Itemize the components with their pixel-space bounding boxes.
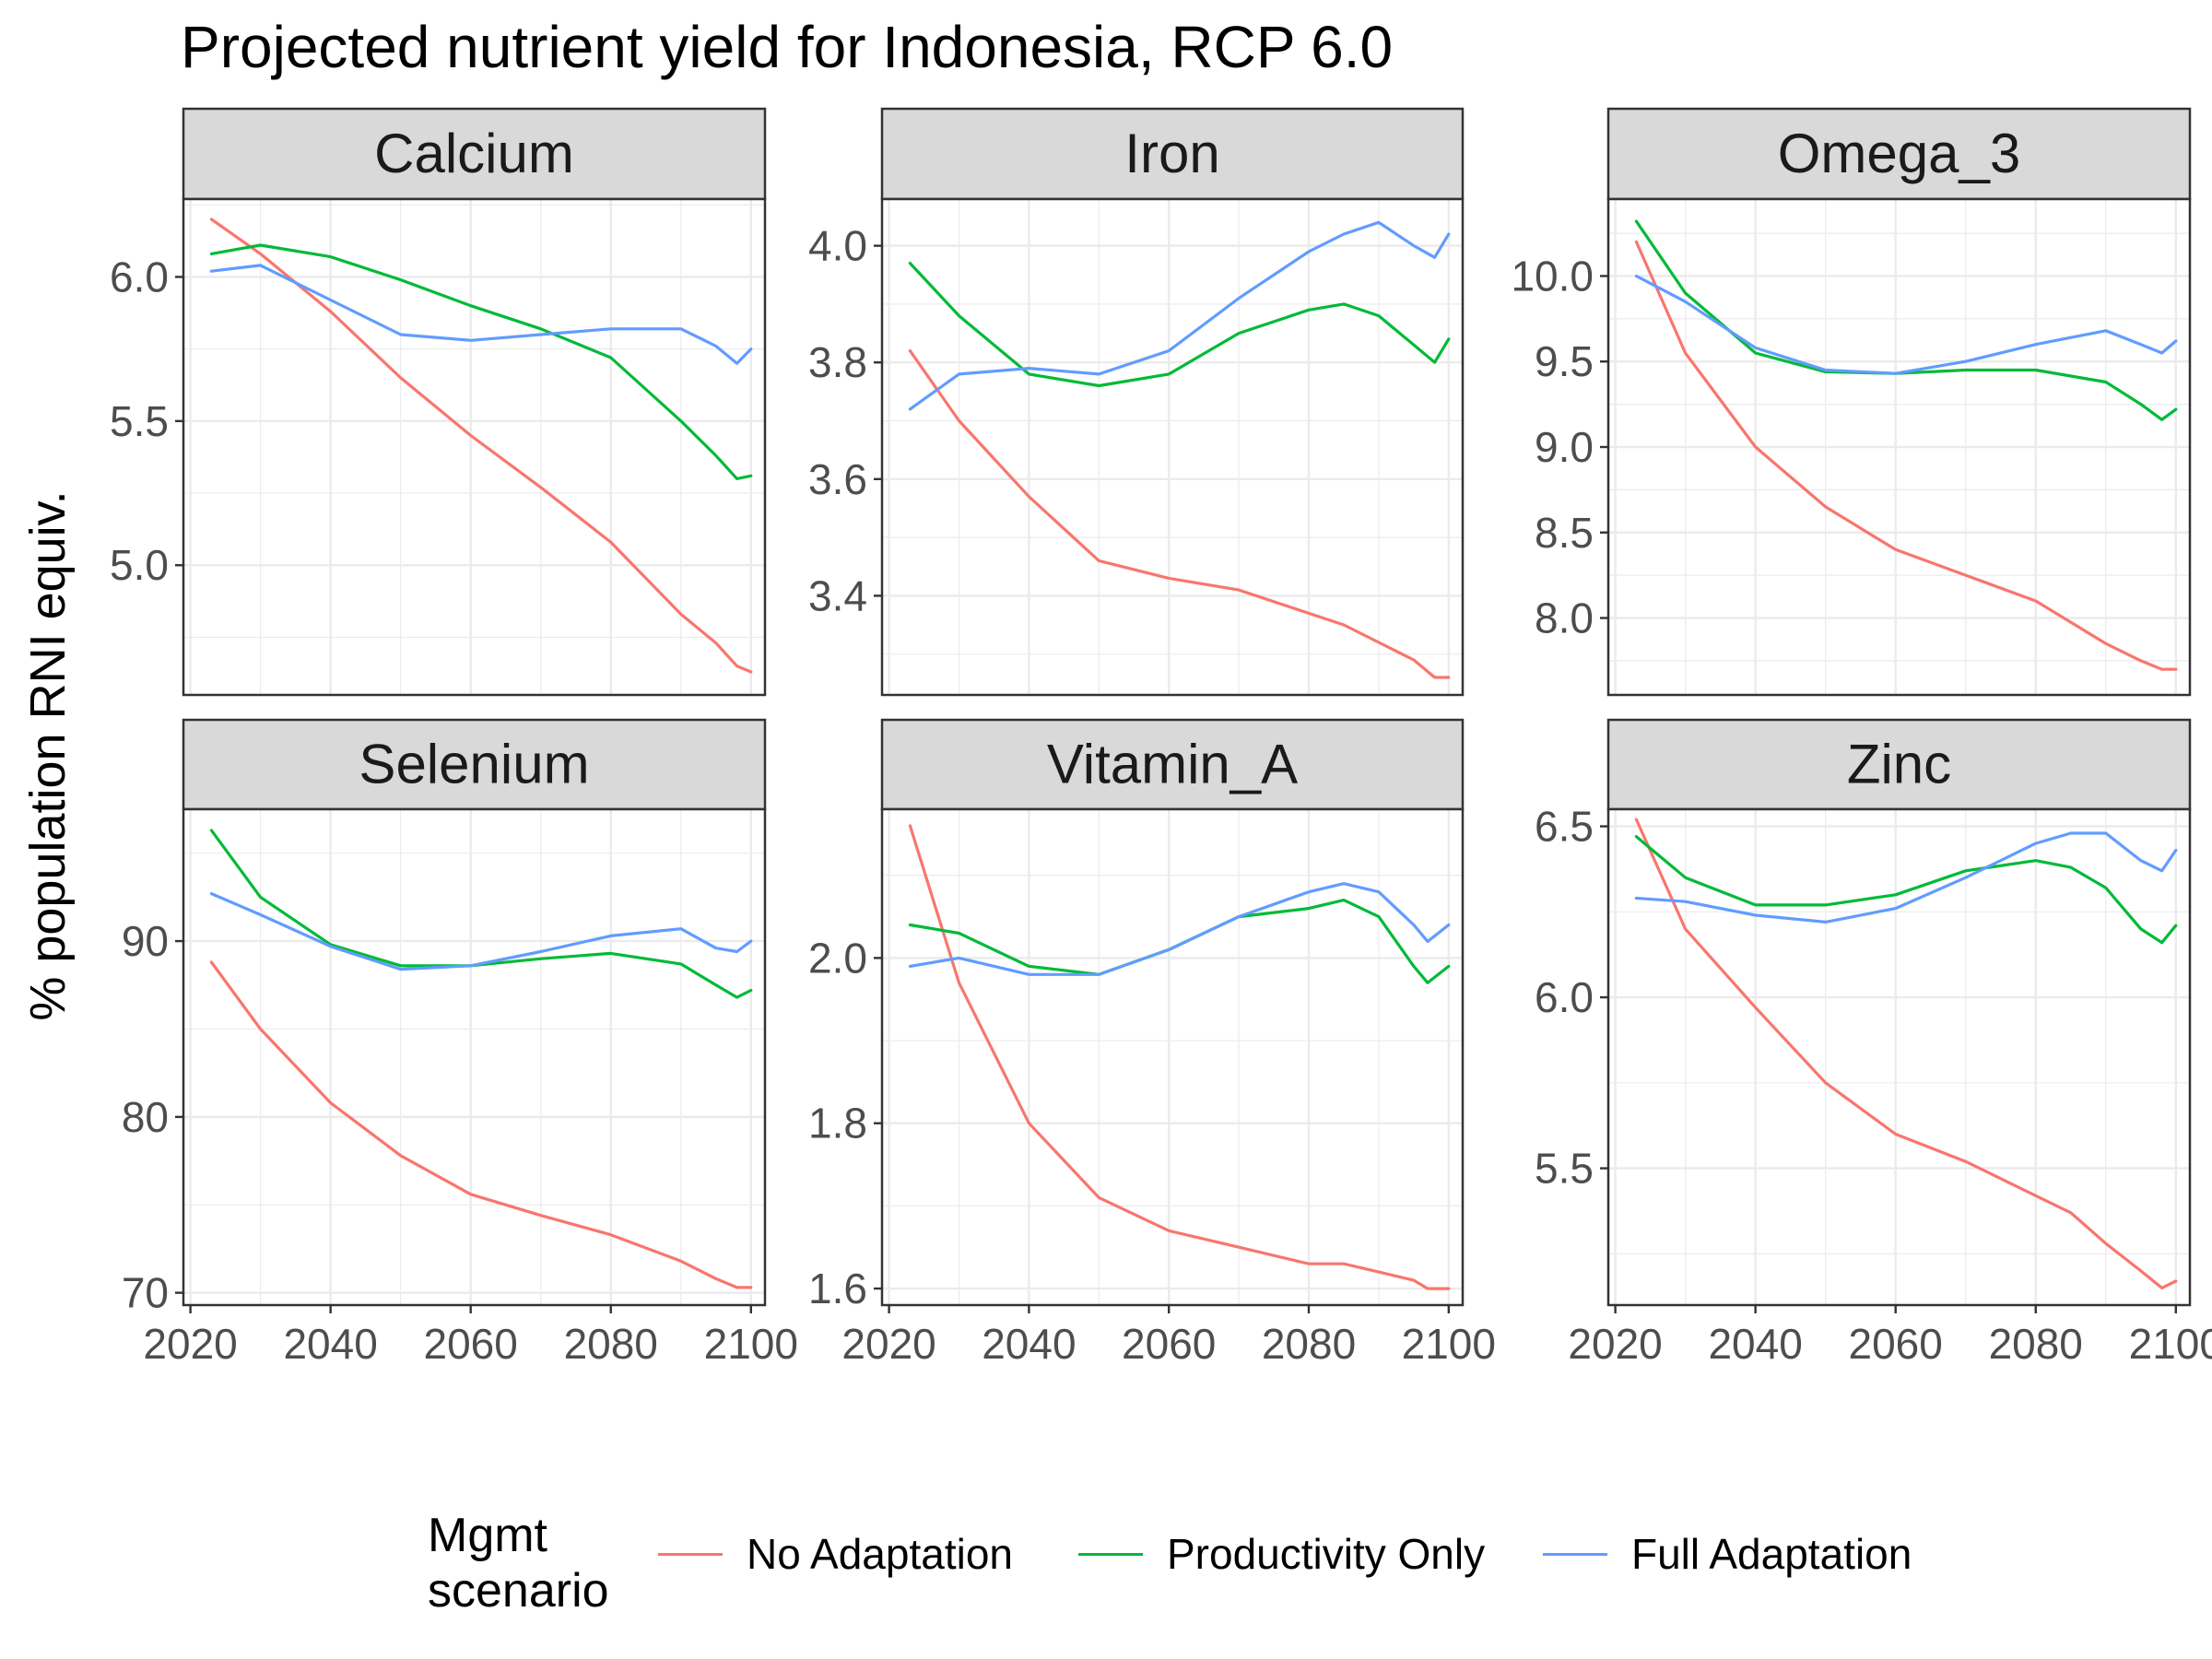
x-tick-label: 2020 <box>1568 1320 1662 1368</box>
panel-calcium: Calcium 5.0 5.5 6.0 <box>110 107 767 697</box>
legend-label-no-adaptation: No Adaptation <box>747 1530 1014 1578</box>
panel-border <box>182 807 767 1307</box>
x-tick-label: 2020 <box>841 1320 935 1368</box>
series-line-full-adaptation <box>1634 831 2178 924</box>
y-tick-label: 9.5 <box>1535 337 1594 385</box>
series-line-full-adaptation <box>209 891 753 971</box>
panel-border <box>880 807 1465 1307</box>
legend-key-full-adaptation <box>1543 1552 1607 1556</box>
legend-item-productivity-only: Productivity Only <box>1078 1526 1485 1582</box>
facet-strip-label: Selenium <box>359 734 589 795</box>
y-tick-label: 9.0 <box>1535 423 1594 471</box>
x-tick-label: 2040 <box>1708 1320 1802 1368</box>
y-tick-label: 2.0 <box>808 934 867 982</box>
facet-strip <box>1606 107 2192 201</box>
y-tick-label: 6.0 <box>110 253 169 300</box>
legend-key-productivity-only <box>1078 1552 1143 1556</box>
y-tick-label: 5.0 <box>110 541 169 589</box>
facet-strip-label: Omega_3 <box>1778 123 2021 184</box>
y-tick-label: 1.8 <box>808 1100 867 1147</box>
panel-background <box>183 809 765 1305</box>
y-tick-label: 5.5 <box>1535 1145 1594 1193</box>
legend: Mgmt scenario No Adaptation Productivity… <box>428 1504 1994 1624</box>
series-line-productivity-only <box>908 898 1451 984</box>
legend-title: Mgmt scenario <box>428 1509 609 1618</box>
legend-item-no-adaptation: No Adaptation <box>658 1526 1013 1582</box>
facet-strip-label: Calcium <box>374 123 574 184</box>
x-tick-label: 2100 <box>704 1320 798 1368</box>
x-tick-label: 2060 <box>1849 1320 1943 1368</box>
x-tick-label: 2080 <box>1262 1320 1356 1368</box>
x-tick-label: 2100 <box>2129 1320 2212 1368</box>
y-tick-label: 70 <box>122 1269 169 1317</box>
y-tick-label: 3.4 <box>808 571 867 619</box>
series-line-full-adaptation <box>1634 274 2178 375</box>
facet-strip-label: Vitamin_A <box>1047 734 1298 795</box>
panel-background <box>882 809 1463 1305</box>
series-line-full-adaptation <box>209 264 753 365</box>
y-tick-label: 3.6 <box>808 455 867 503</box>
panel-iron: Iron 3.4 3.6 3.8 4.0 <box>808 107 1465 697</box>
series-line-no-adaptation <box>1634 240 2178 671</box>
x-tick-label: 2060 <box>424 1320 518 1368</box>
panel-zinc: Zinc 5.5 6.0 6.5 2020 2040 2060 2080 2100 <box>1535 718 2212 1368</box>
facet-strip <box>880 718 1465 811</box>
facet-strip-label: Zinc <box>1847 734 1951 795</box>
panel-omega-3: Omega_3 8.0 8.5 9.0 9.5 10.0 <box>1511 107 2192 697</box>
panel-background <box>1608 809 2190 1305</box>
legend-label-productivity-only: Productivity Only <box>1167 1530 1486 1578</box>
panel-background <box>882 199 1463 695</box>
y-tick-label: 5.5 <box>110 397 169 445</box>
facet-strip <box>1606 718 2192 811</box>
series-line-no-adaptation <box>209 960 753 1289</box>
series-line-full-adaptation <box>908 220 1451 411</box>
series-line-productivity-only <box>908 262 1451 388</box>
y-tick-label: 90 <box>122 917 169 965</box>
y-tick-label: 80 <box>122 1093 169 1141</box>
x-tick-label: 2060 <box>1122 1320 1216 1368</box>
x-tick-label: 2020 <box>143 1320 237 1368</box>
y-tick-label: 1.6 <box>808 1265 867 1312</box>
panel-selenium: Selenium 70 80 90 2020 2040 2060 2080 2100 <box>122 718 798 1368</box>
facet-strip-label: Iron <box>1124 123 1219 184</box>
y-tick-label: 8.0 <box>1535 594 1594 642</box>
panel-vitamin-a: Vitamin_A 1.6 1.8 2.0 2020 2040 2060 2080 2100 <box>808 718 1496 1368</box>
facet-plot-area: Calcium 5.0 5.5 6.0 Iron 3.4 3.6 3.8 4.0 Omega_3 8… <box>110 107 2212 1368</box>
series-line-no-adaptation <box>908 349 1451 679</box>
y-tick-label: 3.8 <box>808 338 867 386</box>
facet-strip <box>182 718 767 811</box>
x-tick-label: 2040 <box>982 1320 1076 1368</box>
panel-border <box>182 197 767 697</box>
x-tick-label: 2040 <box>283 1320 377 1368</box>
panel-border <box>880 197 1465 697</box>
series-line-full-adaptation <box>908 882 1451 976</box>
series-line-productivity-only <box>209 243 753 481</box>
facet-strip <box>880 107 1465 201</box>
series-line-productivity-only <box>1634 835 2178 945</box>
y-tick-label: 10.0 <box>1511 252 1594 300</box>
legend-key-no-adaptation <box>658 1552 723 1556</box>
legend-item-full-adaptation: Full Adaptation <box>1543 1526 1912 1582</box>
y-tick-label: 8.5 <box>1535 509 1594 557</box>
series-line-no-adaptation <box>209 218 753 674</box>
x-tick-label: 2080 <box>1989 1320 2083 1368</box>
series-line-productivity-only <box>209 829 753 999</box>
panel-background <box>183 199 765 695</box>
x-tick-label: 2080 <box>564 1320 658 1368</box>
panel-border <box>1606 807 2192 1307</box>
series-line-no-adaptation <box>1634 818 2178 1290</box>
series-line-no-adaptation <box>908 824 1451 1290</box>
chart-title: Projected nutrient yield for Indonesia, … <box>181 14 1394 80</box>
y-tick-label: 6.5 <box>1535 803 1594 851</box>
x-tick-label: 2100 <box>1402 1320 1496 1368</box>
facet-strip <box>182 107 767 201</box>
legend-label-full-adaptation: Full Adaptation <box>1631 1530 1912 1578</box>
y-tick-label: 6.0 <box>1535 973 1594 1021</box>
y-tick-label: 4.0 <box>808 222 867 270</box>
